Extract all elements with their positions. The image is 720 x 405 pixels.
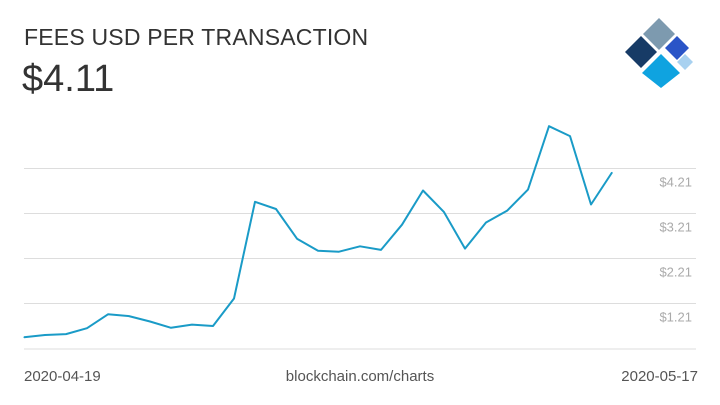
- data-point: [65, 333, 67, 335]
- grid-lines: [24, 168, 696, 350]
- start-date-label: 2020-04-19: [24, 368, 101, 385]
- data-point: [254, 201, 256, 203]
- chart-title: FEES USD PER TRANSACTION: [24, 24, 369, 50]
- data-point: [317, 250, 319, 252]
- data-point: [296, 238, 298, 240]
- data-point: [464, 248, 466, 250]
- data-point: [170, 327, 172, 329]
- data-point: [485, 221, 487, 224]
- data-point: [611, 171, 613, 174]
- data-point: [527, 189, 529, 191]
- data-point: [23, 336, 25, 338]
- data-point: [44, 334, 46, 336]
- data-point: [422, 189, 424, 192]
- current-value: $4.11: [22, 58, 115, 100]
- y-tick-label: $1.21: [659, 310, 692, 325]
- logo-right-facet: [665, 36, 689, 60]
- y-tick-label: $4.21: [659, 175, 692, 190]
- data-point: [86, 327, 88, 329]
- data-point: [548, 125, 550, 127]
- data-point: [149, 320, 151, 323]
- data-point: [191, 324, 193, 326]
- data-point: [380, 249, 382, 251]
- series-line: [23, 125, 613, 339]
- data-point: [506, 210, 508, 212]
- logo-bottom-facet: [642, 54, 680, 88]
- data-point: [233, 297, 235, 300]
- data-point: [107, 313, 109, 315]
- data-point: [569, 135, 571, 137]
- blockchain-logo-icon: [625, 18, 693, 88]
- series-layer: [23, 125, 613, 339]
- data-point: [338, 251, 340, 253]
- data-point: [401, 224, 403, 226]
- end-date-label: 2020-05-17: [621, 368, 698, 385]
- y-tick-label: $2.21: [659, 265, 692, 280]
- logo-left-facet: [625, 36, 657, 68]
- data-point: [275, 208, 277, 210]
- data-point: [443, 211, 445, 213]
- data-point: [212, 325, 214, 327]
- logo-top-facet: [643, 18, 675, 50]
- source-link[interactable]: blockchain.com/charts: [285, 368, 435, 385]
- logo-far-right-facet: [677, 54, 693, 70]
- y-tick-label: $3.21: [659, 220, 692, 235]
- data-point: [590, 203, 592, 206]
- data-point: [128, 315, 130, 317]
- data-point: [359, 245, 361, 247]
- y-tick-labels: $1.21 $2.21 $3.21 $4.21: [659, 175, 692, 325]
